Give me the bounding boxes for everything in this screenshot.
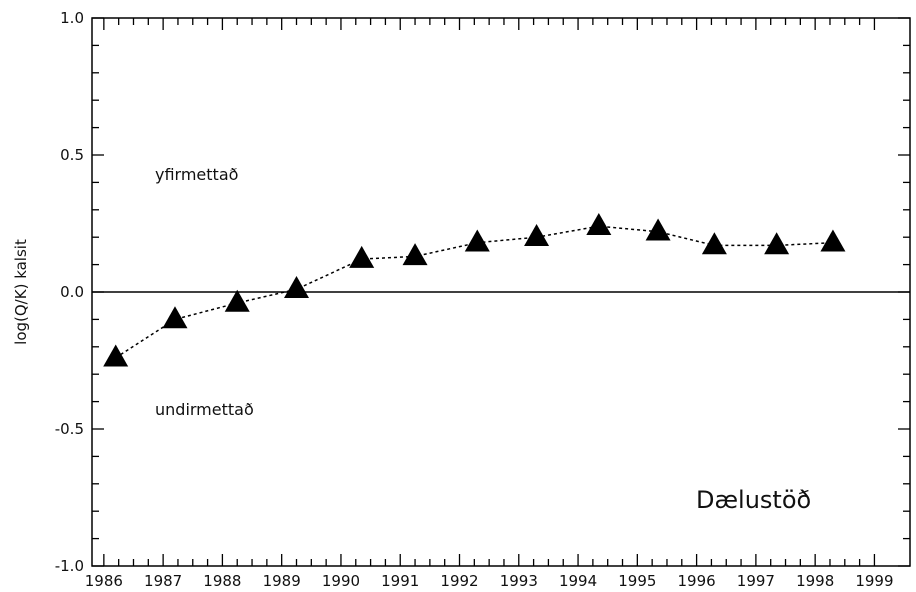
x-tick-label: 1994 <box>559 572 597 590</box>
data-point-marker <box>524 224 550 246</box>
ticks-layer <box>92 17 910 567</box>
x-tick-label: 1989 <box>263 572 301 590</box>
data-point-marker <box>764 232 790 255</box>
data-point-marker <box>224 289 250 312</box>
supersaturated-label: yfirmettað <box>155 165 238 184</box>
x-tick-label: 1993 <box>500 572 538 590</box>
y-tick-label: 1.0 <box>60 9 84 27</box>
data-point-marker <box>645 218 671 241</box>
x-tick-label: 1988 <box>203 572 241 590</box>
x-tick-label: 1990 <box>322 572 360 590</box>
undersaturated-label: undirmettað <box>155 400 254 419</box>
x-tick-label: 1995 <box>618 572 656 590</box>
x-tick-label: 1999 <box>855 572 893 590</box>
y-tick-label: -1.0 <box>55 557 84 575</box>
data-point-marker <box>402 243 428 266</box>
y-tick-label: -0.5 <box>55 420 84 438</box>
station-label: Dælustöð <box>696 486 811 514</box>
x-tick-label: 1987 <box>144 572 182 590</box>
data-point-marker <box>284 276 309 299</box>
y-axis-label: log(Q/K) kalsit <box>12 239 30 345</box>
x-tick-label: 1992 <box>440 572 478 590</box>
data-point-marker <box>464 229 490 252</box>
data-point-marker <box>103 344 129 367</box>
data-point-marker <box>349 245 375 268</box>
data-point-marker <box>162 306 188 329</box>
x-tick-label: 1996 <box>678 572 716 590</box>
x-tick-label: 1998 <box>796 572 834 590</box>
data-point-marker <box>701 232 727 255</box>
y-tick-label: 0.5 <box>60 146 84 164</box>
labels-layer: 1986 1987 1988 1989 1990 1991 1992 1993 1994 1995… <box>55 9 894 590</box>
data-point-marker <box>820 229 846 252</box>
x-tick-label: 1991 <box>381 572 419 590</box>
markers-layer <box>103 213 846 367</box>
y-tick-label: 0.0 <box>60 283 84 301</box>
x-tick-label: 1997 <box>737 572 775 590</box>
data-point-marker <box>586 213 612 236</box>
x-tick-label: 1986 <box>85 572 123 590</box>
